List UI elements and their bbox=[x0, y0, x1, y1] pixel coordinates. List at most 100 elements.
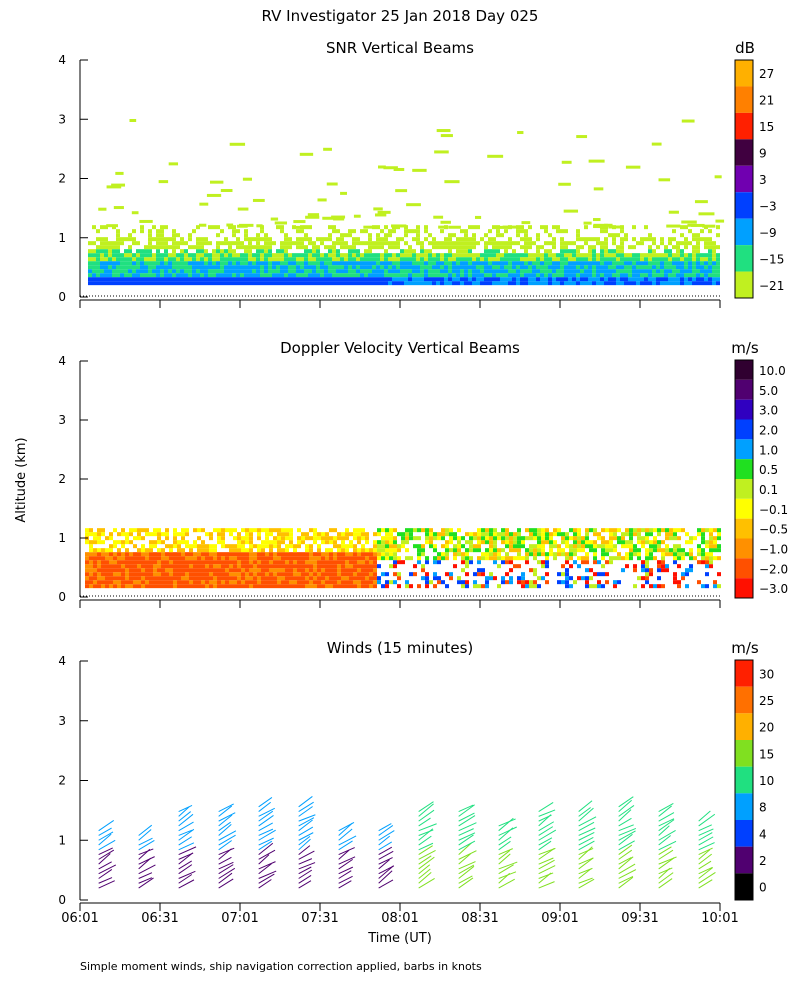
doppler-cell bbox=[353, 532, 357, 537]
snr-cell bbox=[700, 257, 704, 262]
doppler-cell bbox=[577, 556, 581, 561]
doppler-cell bbox=[285, 528, 289, 533]
snr-cell bbox=[712, 265, 716, 270]
snr-cell bbox=[528, 253, 532, 258]
doppler-cell bbox=[141, 536, 145, 541]
snr-cell bbox=[576, 135, 588, 139]
snr-cell bbox=[136, 281, 140, 286]
doppler-cell bbox=[601, 528, 605, 533]
snr-cell bbox=[392, 273, 396, 278]
snr-cell bbox=[576, 257, 580, 262]
snr-cell bbox=[428, 261, 432, 266]
doppler-cell bbox=[473, 532, 477, 537]
doppler-cell bbox=[461, 552, 465, 557]
doppler-cell bbox=[345, 532, 349, 537]
snr-cell bbox=[592, 269, 596, 274]
doppler-cell bbox=[397, 532, 401, 537]
doppler-cell bbox=[613, 528, 617, 533]
doppler-cell bbox=[309, 548, 313, 553]
doppler-cell bbox=[321, 568, 325, 573]
doppler-cell bbox=[237, 572, 241, 577]
doppler-cell bbox=[345, 548, 349, 553]
snr-cell bbox=[592, 273, 596, 278]
snr-cell bbox=[504, 277, 508, 282]
snr-cell bbox=[644, 225, 648, 230]
snr-cell bbox=[228, 265, 232, 270]
snr-cell bbox=[432, 237, 436, 242]
doppler-cell bbox=[201, 548, 205, 553]
doppler-cell bbox=[177, 544, 181, 549]
doppler-cell bbox=[249, 536, 253, 541]
snr-cell bbox=[472, 245, 476, 250]
snr-cell bbox=[512, 261, 516, 266]
doppler-cell bbox=[445, 532, 449, 537]
snr-cell bbox=[500, 273, 504, 278]
snr-cell bbox=[112, 273, 116, 278]
wind-barb bbox=[98, 833, 112, 846]
wind-barb bbox=[138, 840, 155, 851]
doppler-cell bbox=[509, 560, 513, 565]
snr-cell bbox=[568, 261, 572, 266]
doppler-cell bbox=[517, 540, 521, 545]
doppler-cell bbox=[453, 532, 457, 537]
wind-barb bbox=[578, 800, 593, 812]
snr-cell bbox=[268, 241, 272, 246]
doppler-cell bbox=[493, 528, 497, 533]
wind-barb bbox=[258, 873, 275, 884]
wind-barb bbox=[378, 859, 390, 870]
snr-cell bbox=[304, 233, 308, 238]
snr-cell bbox=[152, 225, 156, 230]
wind-barb bbox=[538, 847, 556, 856]
snr-cell bbox=[352, 257, 356, 262]
doppler-cell bbox=[513, 536, 517, 541]
doppler-cell bbox=[621, 536, 625, 541]
snr-cell bbox=[111, 183, 126, 187]
snr-cell bbox=[488, 241, 492, 246]
snr-cell bbox=[680, 281, 684, 286]
snr-cell bbox=[280, 257, 284, 262]
doppler-cell bbox=[565, 572, 569, 577]
snr-cell bbox=[672, 229, 676, 234]
snr-cell bbox=[352, 261, 356, 266]
doppler-cell bbox=[217, 556, 221, 561]
snr-cell bbox=[104, 253, 108, 258]
doppler-cell bbox=[221, 584, 225, 589]
snr-cell bbox=[480, 273, 484, 278]
snr-cell bbox=[504, 249, 508, 254]
snr-cell bbox=[632, 269, 636, 274]
wind-barb bbox=[378, 823, 392, 832]
wind-barb bbox=[298, 819, 313, 832]
snr-cell bbox=[448, 225, 461, 229]
doppler-cell bbox=[573, 580, 577, 585]
doppler-cell bbox=[117, 552, 121, 557]
doppler-cell bbox=[197, 536, 201, 541]
doppler-cell bbox=[281, 536, 285, 541]
wind-barb bbox=[618, 827, 637, 836]
snr-cell bbox=[676, 245, 680, 250]
doppler-cell bbox=[293, 552, 297, 557]
doppler-cell bbox=[425, 584, 429, 589]
snr-cell bbox=[692, 257, 696, 262]
snr-cell bbox=[156, 237, 160, 242]
wind-barb bbox=[458, 853, 471, 865]
snr-cell bbox=[152, 261, 156, 266]
snr-cell bbox=[516, 233, 520, 238]
doppler-cell bbox=[133, 572, 137, 577]
doppler-cell bbox=[577, 564, 581, 569]
doppler-cell bbox=[689, 564, 693, 569]
doppler-cell bbox=[341, 564, 345, 569]
doppler-cell bbox=[297, 556, 301, 561]
doppler-cell bbox=[157, 528, 161, 533]
doppler-cell bbox=[569, 552, 573, 557]
doppler-cell bbox=[229, 584, 233, 589]
wind-barb bbox=[538, 801, 554, 812]
doppler-cell bbox=[313, 528, 317, 533]
snr-cell bbox=[216, 233, 220, 238]
wind-barb bbox=[498, 850, 511, 860]
y-tick-label: 2 bbox=[58, 774, 66, 788]
doppler-cell bbox=[449, 572, 453, 577]
snr-cell bbox=[160, 257, 164, 262]
doppler-cell bbox=[605, 580, 609, 585]
snr-cell bbox=[128, 233, 132, 238]
